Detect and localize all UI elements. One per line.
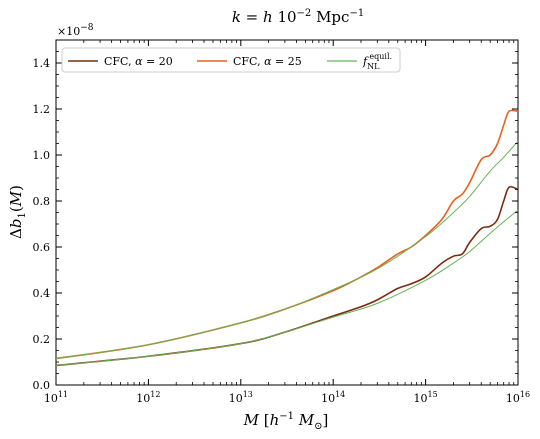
ticks-layer: 1011 1012 1013 1014 1015 1016 0.0 0.2 0.4 0.6 0.8 1… (33, 39, 530, 405)
y-tick-label: 0.8 (33, 195, 51, 208)
series-line-cfc-25 (55, 109, 519, 360)
plot-area (55, 39, 519, 386)
legend-label-cfc-25: CFC, α = 25 (233, 55, 302, 68)
y-axis-title: Δb1(M) (7, 185, 28, 239)
x-tick-label: 1016 (506, 390, 530, 405)
legend-label-fnl-equil: fNLequil. (362, 52, 392, 71)
series-line-cfc-20 (55, 185, 519, 367)
x-tick-label: 1014 (321, 390, 345, 405)
series-line-fnl-equil-lower (55, 209, 519, 366)
y-tick-label: 0.4 (33, 287, 51, 300)
x-tick-label: 1012 (136, 390, 160, 405)
y-tick-label: 0.0 (33, 379, 51, 392)
x-tick-label: 1011 (44, 390, 68, 405)
y-tick-label: 1.4 (33, 57, 51, 70)
y-tick-label: 1.0 (33, 149, 51, 162)
x-tick-label: 1013 (229, 390, 253, 405)
x-tick-label: 1015 (414, 390, 438, 405)
series-line-fnl-equil-upper (55, 140, 519, 360)
y-tick-label: 0.6 (33, 241, 51, 254)
series-layer (55, 109, 519, 367)
legend-label-cfc-20: CFC, α = 20 (104, 55, 173, 68)
y-multiplier-label: ×10−8 (57, 23, 94, 38)
x-axis-title: M [h−1 M⊙] (243, 411, 329, 432)
legend: CFC, α = 20 CFC, α = 25 fNLequil. (61, 47, 401, 73)
chart-title: k = h 10−2 Mpc−1 (232, 8, 364, 26)
y-tick-label: 0.2 (33, 333, 51, 346)
legend-box (61, 47, 401, 73)
plot-frame (55, 39, 519, 386)
y-tick-label: 1.2 (33, 103, 51, 116)
